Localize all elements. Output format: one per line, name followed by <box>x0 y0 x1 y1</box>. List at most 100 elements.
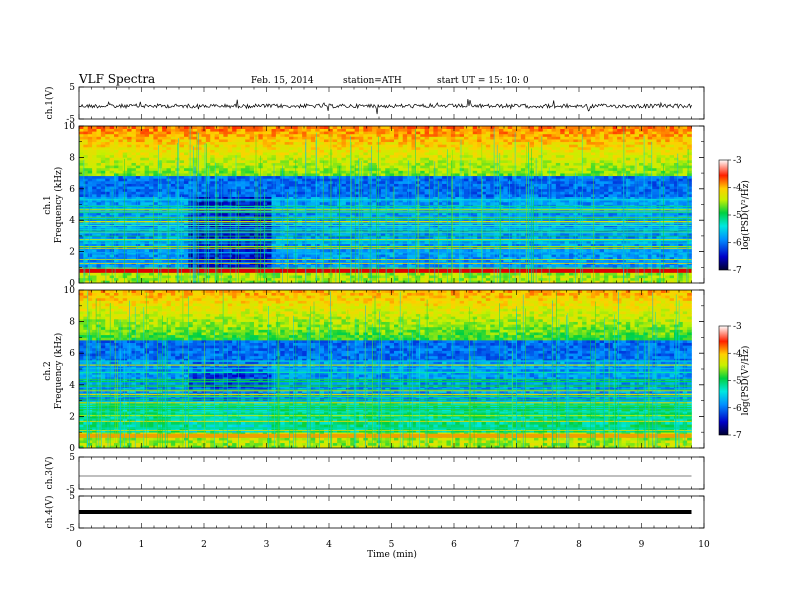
spectrogram-cell <box>315 139 320 143</box>
spectrogram-cell <box>398 170 404 174</box>
spectrogram-cell <box>289 183 294 187</box>
spectrogram-cell <box>407 133 412 137</box>
spectrogram-cell <box>140 214 145 218</box>
spectrogram-cell <box>297 144 303 148</box>
spectrogram-cell <box>79 233 84 237</box>
spectrogram-cell <box>223 165 229 169</box>
spectrogram-cell <box>380 241 386 245</box>
spectrogram-cell <box>92 196 97 200</box>
spectrogram-cell <box>153 136 159 140</box>
spectrogram-cell <box>157 144 163 148</box>
spectrogram-cell <box>118 139 124 143</box>
spectrogram-cell <box>166 275 172 279</box>
spectrogram-cell <box>131 225 137 229</box>
spectrogram-cell <box>319 144 325 148</box>
spectrogram-cell <box>341 248 347 252</box>
spectrogram-cell <box>79 230 84 234</box>
spectrogram-cell <box>267 212 272 216</box>
spectrogram-cell <box>275 173 281 177</box>
spectrogram-cell <box>306 165 312 169</box>
spectrogram-cell <box>407 243 412 247</box>
spectrogram-cell <box>310 175 316 179</box>
spectrogram-cell <box>205 277 211 281</box>
spectrogram-cell <box>389 191 395 195</box>
spectrogram-cell <box>420 131 425 135</box>
spectrogram-cell <box>302 196 307 200</box>
spectrogram-cell <box>262 141 268 145</box>
spectrogram-cell <box>232 256 237 260</box>
spectrogram-cell <box>127 183 132 187</box>
spectrogram-cell <box>157 201 163 205</box>
spectrogram-cell <box>170 175 176 179</box>
spectrogram-cell <box>118 165 124 169</box>
spectrogram-cell <box>135 256 141 260</box>
spectrogram-cell <box>262 188 268 192</box>
spectrogram-cell <box>144 246 150 250</box>
spectrogram-cell <box>83 201 89 205</box>
spectrogram-cell <box>162 248 167 252</box>
spectrogram-cell <box>389 264 395 268</box>
spectrogram-cell <box>127 154 132 158</box>
spectrogram-cell <box>402 275 408 279</box>
spectrogram-cell <box>407 146 412 150</box>
spectrogram-cell <box>118 194 124 197</box>
spectrogram-cell <box>118 217 124 221</box>
spectrogram-cell <box>411 235 417 239</box>
spectrogram-cell <box>310 235 316 239</box>
spectrogram-cell <box>245 212 250 216</box>
spectrogram-cell <box>201 214 207 218</box>
spectrogram-cell <box>236 186 242 190</box>
spectrogram-cell <box>205 144 211 148</box>
spectrogram-cell <box>407 241 412 245</box>
spectrogram-cell <box>118 241 124 245</box>
spectrogram-cell <box>297 154 303 158</box>
spectrogram-cell <box>332 141 338 145</box>
spectrogram-cell <box>354 170 360 174</box>
spectrogram-cell <box>114 217 119 221</box>
spectrogram-cell <box>306 186 312 190</box>
spectrogram-cell <box>324 217 329 221</box>
spectrogram-cell <box>332 259 338 263</box>
spectrogram-cell <box>149 225 154 229</box>
spectrogram-cell <box>293 126 299 129</box>
spectrogram-cell <box>315 126 320 129</box>
spectrogram-cell <box>293 149 299 153</box>
spectrogram-cell <box>153 146 159 150</box>
spectrogram-cell <box>354 196 360 200</box>
spectrogram-cell <box>153 214 159 218</box>
spectrogram-cell <box>201 275 207 279</box>
spectrogram-cell <box>345 170 351 174</box>
spectrogram-cell <box>223 175 229 179</box>
spectrogram-cell <box>380 280 386 284</box>
spectrogram-cell <box>96 149 102 153</box>
spectrogram-cell <box>92 175 97 179</box>
spectrogram-cell <box>105 280 110 284</box>
spectrogram-cell <box>79 188 84 192</box>
spectrogram-cell <box>385 128 390 132</box>
spectrogram-cell <box>429 154 434 158</box>
spectrogram-cell <box>398 178 404 182</box>
spectrogram-cell <box>271 157 277 161</box>
spectrogram-cell <box>254 173 259 177</box>
spectrogram-cell <box>297 277 303 281</box>
spectrogram-cell <box>262 254 268 258</box>
spectrogram-cell <box>376 131 382 135</box>
spectrogram-cell <box>424 194 430 197</box>
spectrogram-cell <box>114 248 119 252</box>
spectrogram-cell <box>100 259 106 263</box>
spectrogram-cell <box>249 217 255 221</box>
spectrogram-cell <box>240 280 246 284</box>
spectrogram-cell <box>420 136 425 140</box>
spectrogram-cell <box>398 144 404 148</box>
spectrogram-cell <box>385 173 390 177</box>
spectrogram-cell <box>149 173 154 177</box>
spectrogram-cell <box>385 126 390 129</box>
spectrogram-cell <box>87 146 93 150</box>
spectrogram-cell <box>367 133 373 137</box>
spectrogram-cell <box>227 131 233 135</box>
spectrogram-cell <box>306 139 312 143</box>
spectrogram-cell <box>179 126 185 129</box>
spectrogram-cell <box>372 173 377 177</box>
spectrogram-cell <box>389 183 395 187</box>
spectrogram-cell <box>122 152 128 156</box>
